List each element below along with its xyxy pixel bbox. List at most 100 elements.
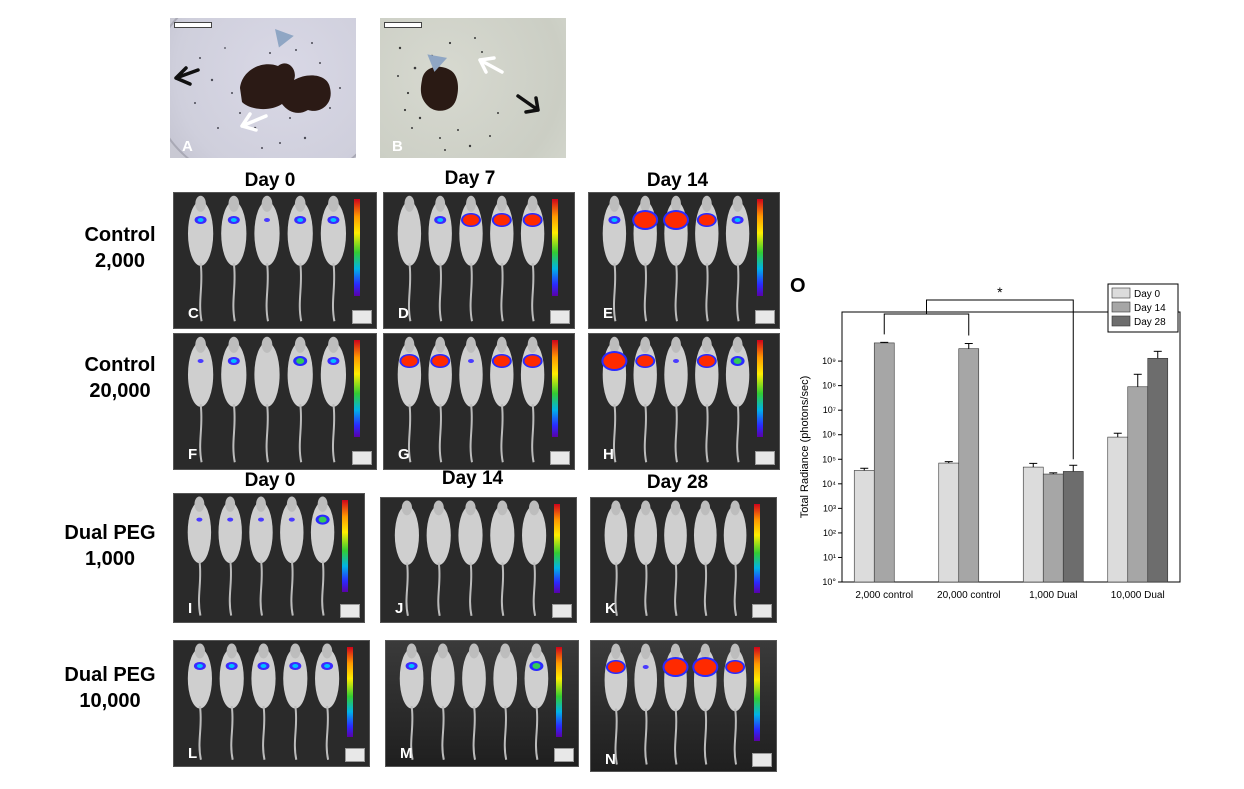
black-arrow-icon [516, 94, 540, 114]
imaging-panel-f: F [173, 333, 377, 470]
mouse [187, 336, 214, 463]
x-category-label: 2,000 control [855, 590, 913, 601]
bar [1062, 471, 1084, 583]
chart-panel-o: O 10° 10¹ 10² 10³ 10⁴ 10⁵ 10⁶ 10⁷ 10⁸ 10⁹ Total Rad… [780, 270, 1220, 610]
row-label-line2: 1,000 [84, 548, 136, 570]
scale-info-box [755, 310, 775, 324]
mouse [634, 643, 658, 765]
mouse [428, 336, 452, 463]
mice-image [397, 336, 545, 463]
significance-bracket-left [883, 313, 970, 336]
mouse [723, 643, 747, 765]
column-title-day-0: Day 0 [244, 170, 296, 191]
mouse [493, 643, 518, 760]
mice-image [601, 336, 750, 463]
color-scale-bar [354, 199, 360, 297]
panel-b-dish-image: B [380, 18, 566, 158]
mouse [394, 500, 419, 617]
row-label-line1: Dual PEG [64, 664, 156, 686]
bar [1042, 473, 1064, 583]
y-tick-label: 10⁶ [822, 430, 836, 440]
scale-info-box [752, 604, 772, 618]
imaging-panel-d: D [383, 192, 575, 329]
color-scale-bar [354, 340, 360, 438]
color-scale-bar [754, 647, 760, 741]
mouse [490, 500, 515, 617]
scale-info-box [550, 310, 570, 324]
bar [1107, 436, 1129, 583]
scale-info-box [755, 451, 775, 465]
mouse [604, 500, 628, 617]
mouse [604, 643, 628, 765]
imaging-panel-c: C [173, 192, 377, 329]
mouse [520, 195, 545, 322]
mouse [664, 500, 687, 617]
mouse [693, 500, 717, 617]
bar [873, 342, 895, 583]
y-tick-label: 10⁸ [822, 381, 836, 391]
mice-image [602, 195, 750, 322]
row-label-dual-1000: Dual PEG 1,000 [45, 520, 175, 572]
row-label-line1: Control [84, 224, 156, 246]
scale-info-box [345, 748, 365, 762]
y-tick-label: 10⁴ [822, 479, 836, 489]
mouse [520, 336, 545, 463]
y-tick-label: 10² [823, 528, 836, 538]
row-label-line2: 20,000 [89, 380, 151, 402]
mouse [221, 336, 247, 463]
mice-image [604, 500, 747, 617]
panel-letter: L [188, 745, 198, 762]
plot-frame [841, 311, 1181, 583]
mouse [695, 336, 719, 463]
mouse [221, 195, 247, 322]
mouse [663, 195, 689, 322]
mice-image [604, 643, 747, 765]
panel-letter: C [188, 305, 199, 322]
y-tick-label: 10⁹ [822, 356, 836, 366]
mouse [524, 643, 549, 760]
mouse [287, 336, 313, 463]
row-label-line1: Control [84, 354, 156, 376]
imaging-panel-j: J [380, 497, 577, 623]
mouse [490, 336, 514, 463]
mice-image [397, 195, 545, 322]
mouse [283, 643, 308, 760]
y-tick-label: 10¹ [823, 552, 836, 562]
row-label-line1: Dual PEG [64, 522, 156, 544]
y-tick-label: 10³ [823, 503, 836, 513]
legend-label: Day 14 [1134, 303, 1166, 314]
color-scale-bar [556, 647, 562, 737]
imaging-panel-m: M [385, 640, 579, 767]
mouse [692, 643, 719, 765]
column-title-day-7: Day 7 [444, 168, 496, 189]
legend-swatch [1111, 301, 1131, 313]
scale-info-box [752, 753, 772, 767]
gray-arrow-icon [274, 29, 294, 48]
imaging-panel-h: H [588, 333, 780, 470]
column-title-day-0: Day 0 [244, 470, 296, 491]
panel-letter: M [400, 745, 413, 762]
mouse [287, 195, 313, 322]
white-arrow-icon [478, 56, 504, 74]
mice-image [187, 496, 335, 616]
mouse [725, 195, 750, 322]
x-category-label: 20,000 control [937, 590, 1000, 601]
bar [1022, 466, 1044, 583]
mouse [251, 643, 276, 760]
y-tick-label: 10⁷ [823, 405, 836, 415]
color-scale-bar [554, 504, 560, 594]
panel-letter: D [398, 305, 409, 322]
mice-image [399, 643, 549, 760]
color-scale-bar [347, 647, 353, 737]
bar [1127, 386, 1149, 583]
mouse [428, 195, 452, 322]
black-arrow-icon [174, 66, 200, 86]
significance-bracket [926, 299, 1074, 460]
imaging-panel-i: I [173, 493, 365, 623]
mouse [315, 643, 340, 760]
mouse [601, 336, 628, 463]
mouse [254, 195, 280, 322]
imaging-panel-k: K [590, 497, 777, 623]
column-title-day-28: Day 28 [646, 472, 709, 493]
y-tick-label: 10⁵ [822, 454, 836, 464]
